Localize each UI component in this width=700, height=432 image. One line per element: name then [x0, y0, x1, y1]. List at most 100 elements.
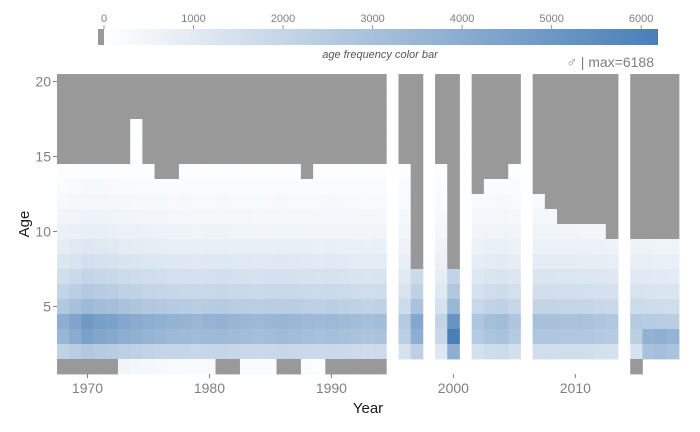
heatmap-cell	[569, 179, 582, 195]
heatmap-cell	[630, 224, 643, 240]
heatmap-cell	[410, 329, 424, 345]
heatmap-cell	[654, 74, 668, 90]
heatmap-cell	[654, 104, 668, 120]
heatmap-cell	[447, 254, 460, 270]
heatmap-cell	[191, 89, 204, 105]
heatmap-cell	[313, 269, 326, 285]
heatmap-cell	[337, 239, 351, 255]
heatmap-cell	[483, 344, 497, 360]
heatmap-cell	[349, 194, 363, 210]
heatmap-cell	[69, 359, 82, 375]
heatmap-cell	[654, 329, 668, 345]
colorbar-tick-label: 0	[101, 13, 107, 25]
heatmap-cell	[642, 119, 656, 135]
heatmap-cell	[496, 344, 509, 360]
heatmap-cell	[215, 89, 229, 105]
heatmap-cell	[630, 164, 643, 180]
heatmap-cell	[349, 149, 363, 165]
heatmap-cell	[81, 209, 94, 225]
heatmap-cell	[239, 239, 253, 255]
heatmap-cell	[557, 344, 570, 360]
heatmap-cell	[557, 209, 570, 225]
heatmap-cell	[117, 269, 131, 285]
heatmap-cell	[325, 179, 338, 195]
heatmap-cell	[557, 284, 570, 300]
heatmap-cell	[239, 224, 253, 240]
heatmap-cell	[642, 134, 656, 150]
heatmap-cell	[288, 344, 302, 360]
heatmap-cell	[154, 329, 168, 345]
heatmap-cell	[532, 254, 546, 270]
heatmap-cell	[154, 194, 168, 210]
heatmap-cell	[166, 179, 180, 195]
heatmap-cell	[178, 359, 192, 375]
heatmap-cell	[81, 89, 94, 105]
heatmap-cell	[93, 299, 107, 315]
x-tick-label: 1980	[194, 380, 225, 396]
heatmap-cell	[93, 209, 107, 225]
heatmap-cell	[227, 254, 241, 270]
heatmap-cell	[105, 239, 119, 255]
heatmap-cell	[178, 194, 192, 210]
heatmap-cell	[544, 329, 558, 345]
heatmap-cell	[203, 329, 216, 345]
colorbar-tick-label: 5000	[539, 13, 563, 25]
heatmap-cell	[374, 104, 387, 120]
heatmap-cell	[532, 134, 546, 150]
heatmap-cell	[581, 269, 595, 285]
heatmap-cell	[130, 194, 143, 210]
heatmap-cell	[166, 314, 180, 330]
heatmap-cell	[471, 299, 485, 315]
heatmap-cell	[288, 179, 302, 195]
heatmap-cell	[496, 104, 509, 120]
heatmap-cell	[252, 269, 265, 285]
heatmap-cell	[191, 269, 204, 285]
heatmap-cell	[325, 239, 338, 255]
heatmap-cell	[569, 89, 582, 105]
heatmap-cell	[532, 224, 546, 240]
heatmap-cell	[557, 164, 570, 180]
heatmap-cell	[130, 209, 143, 225]
heatmap-cell	[325, 209, 338, 225]
heatmap-cell	[361, 104, 375, 120]
heatmap-cell	[300, 269, 314, 285]
heatmap-cell	[117, 149, 131, 165]
heatmap-cell	[532, 209, 546, 225]
heatmap-cell	[239, 149, 253, 165]
heatmap-cell	[252, 284, 265, 300]
heatmap-cell	[215, 104, 229, 120]
heatmap-cell	[154, 224, 168, 240]
heatmap-cell	[264, 179, 277, 195]
heatmap-cell	[191, 74, 204, 90]
heatmap-cell	[252, 359, 265, 375]
heatmap-cell	[264, 299, 277, 315]
heatmap-cell	[593, 254, 607, 270]
heatmap-cell	[471, 314, 485, 330]
heatmap-cell	[288, 239, 302, 255]
heatmap-cell	[264, 254, 277, 270]
heatmap-cell	[276, 179, 290, 195]
heatmap-cell	[203, 314, 216, 330]
heatmap-cell	[508, 134, 521, 150]
heatmap-cell	[57, 89, 70, 105]
heatmap-cell	[508, 194, 521, 210]
heatmap-cell	[410, 314, 424, 330]
heatmap-cell	[276, 104, 290, 120]
heatmap-cell	[337, 359, 351, 375]
heatmap-cell	[605, 299, 619, 315]
heatmap-cell	[349, 134, 363, 150]
heatmap-cell	[203, 179, 216, 195]
heatmap-cell	[288, 194, 302, 210]
heatmap-cell	[93, 74, 107, 90]
heatmap-cell	[154, 149, 168, 165]
heatmap-cell	[239, 74, 253, 90]
heatmap-cell	[81, 149, 94, 165]
heatmap-cell	[435, 164, 448, 180]
heatmap-cell	[264, 224, 277, 240]
heatmap-cell	[313, 239, 326, 255]
heatmap-cell	[81, 314, 94, 330]
heatmap-cell	[666, 134, 680, 150]
heatmap-cell	[496, 179, 509, 195]
heatmap-cell	[215, 149, 229, 165]
heatmap-cell	[435, 344, 448, 360]
